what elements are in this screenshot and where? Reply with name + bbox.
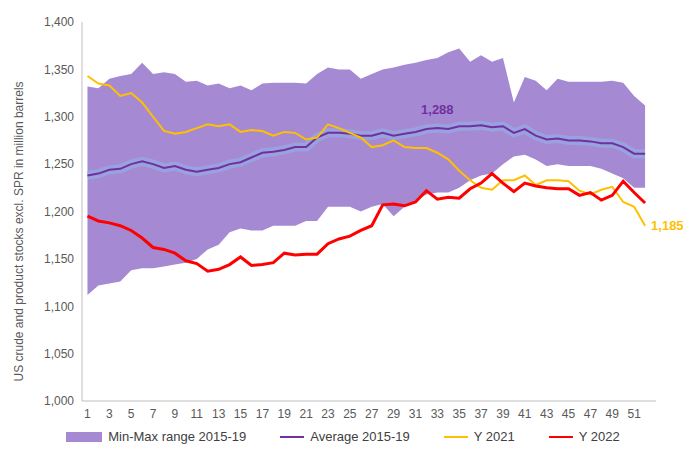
- svg-text:9: 9: [172, 407, 179, 421]
- svg-text:1,000: 1,000: [44, 394, 74, 408]
- svg-text:1,288: 1,288: [421, 102, 454, 117]
- svg-text:31: 31: [409, 407, 423, 421]
- svg-text:33: 33: [431, 407, 445, 421]
- svg-text:35: 35: [453, 407, 467, 421]
- svg-text:15: 15: [234, 407, 248, 421]
- svg-text:39: 39: [496, 407, 510, 421]
- svg-text:23: 23: [321, 407, 335, 421]
- svg-text:1,050: 1,050: [44, 347, 74, 361]
- svg-text:27: 27: [365, 407, 379, 421]
- svg-text:1,100: 1,100: [44, 300, 74, 314]
- svg-text:7: 7: [150, 407, 157, 421]
- html-text:Y 2021: Y 2021: [473, 429, 515, 444]
- svg-text:1,150: 1,150: [44, 252, 74, 266]
- svg-text:3: 3: [106, 407, 113, 421]
- svg-text:37: 37: [474, 407, 488, 421]
- svg-text:17: 17: [256, 407, 270, 421]
- svg-text:49: 49: [606, 407, 620, 421]
- svg-text:29: 29: [387, 407, 401, 421]
- svg-text:25: 25: [343, 407, 357, 421]
- html-text:Average 2015-19: Average 2015-19: [310, 429, 410, 444]
- svg-text:41: 41: [518, 407, 532, 421]
- svg-text:13: 13: [212, 407, 226, 421]
- svg-text:1,300: 1,300: [44, 110, 74, 124]
- svg-text:43: 43: [540, 407, 554, 421]
- svg-text:5: 5: [128, 407, 135, 421]
- svg-text:US crude and product stocks ex: US crude and product stocks excl. SPR in…: [12, 81, 26, 381]
- svg-text:51: 51: [627, 407, 641, 421]
- svg-text:1,185: 1,185: [651, 218, 684, 233]
- svg-text:45: 45: [562, 407, 576, 421]
- svg-text:1,250: 1,250: [44, 157, 74, 171]
- svg-text:19: 19: [278, 407, 292, 421]
- svg-text:1: 1: [84, 407, 91, 421]
- svg-text:47: 47: [584, 407, 598, 421]
- svg-text:11: 11: [191, 407, 204, 421]
- svg-text:1,200: 1,200: [44, 205, 74, 219]
- svg-text:1,400: 1,400: [44, 15, 74, 29]
- svg-text:1,350: 1,350: [44, 63, 74, 77]
- html-text:Min-Max range 2015-19: Min-Max range 2015-19: [108, 429, 247, 444]
- html-text:Y 2022: Y 2022: [578, 429, 620, 444]
- svg-text:21: 21: [299, 407, 313, 421]
